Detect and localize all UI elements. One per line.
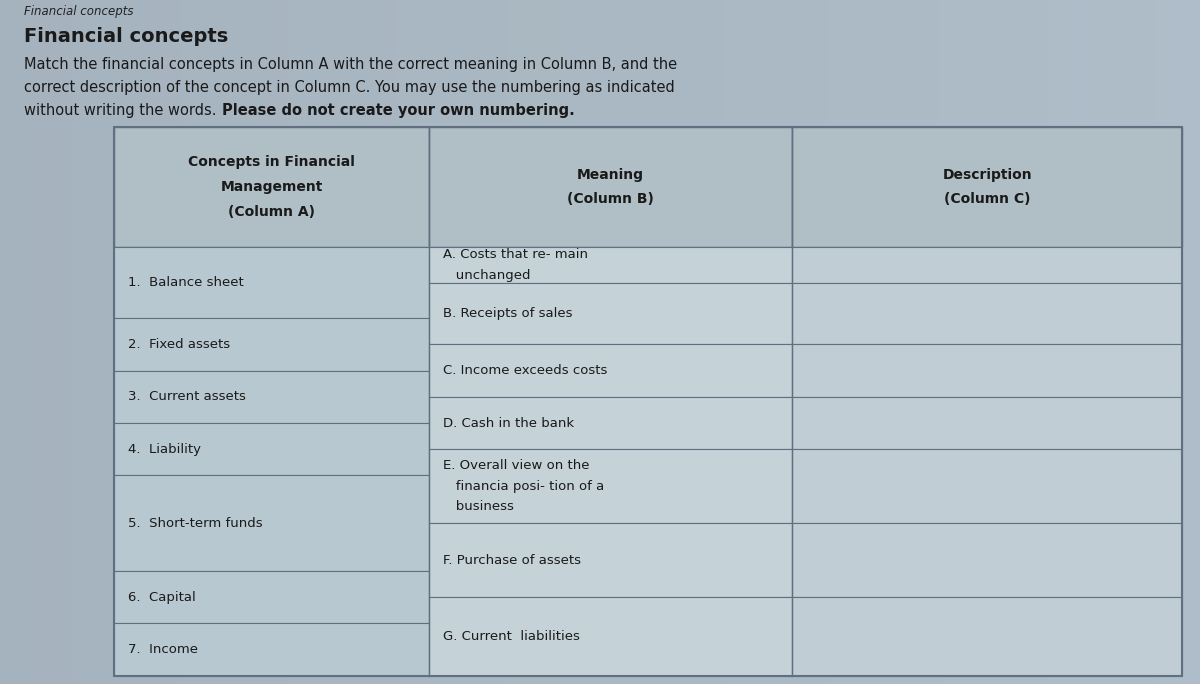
Text: C. Income exceeds costs: C. Income exceeds costs (444, 364, 608, 377)
Bar (792, 127, 1182, 248)
Bar (114, 318, 430, 371)
Text: without writing the words.: without writing the words. (24, 103, 221, 118)
Bar (430, 449, 792, 523)
Bar (430, 248, 792, 282)
Text: financia posi- tion of a: financia posi- tion of a (444, 479, 605, 492)
Bar (114, 371, 430, 423)
Bar (430, 282, 792, 345)
Text: business: business (444, 500, 515, 513)
Bar (792, 282, 1182, 345)
Bar (114, 127, 1182, 676)
Bar (430, 523, 792, 597)
Text: Please do not create your own numbering.: Please do not create your own numbering. (222, 103, 575, 118)
Text: E. Overall view on the: E. Overall view on the (444, 459, 590, 472)
Text: Description: Description (942, 168, 1032, 182)
Text: Meaning: Meaning (577, 168, 644, 182)
Text: A. Costs that re- main: A. Costs that re- main (444, 248, 588, 261)
Text: 1.  Balance sheet: 1. Balance sheet (128, 276, 244, 289)
Bar (114, 127, 430, 248)
Text: (Column B): (Column B) (568, 192, 654, 207)
Text: B. Receipts of sales: B. Receipts of sales (444, 307, 572, 320)
Bar (430, 345, 792, 397)
Text: Match the financial concepts in Column A with the correct meaning in Column B, a: Match the financial concepts in Column A… (24, 57, 677, 73)
Text: Management: Management (221, 180, 323, 194)
Text: correct description of the concept in Column C. You may use the numbering as ind: correct description of the concept in Co… (24, 80, 674, 95)
Text: Concepts in Financial: Concepts in Financial (188, 155, 355, 170)
Bar (114, 423, 430, 475)
Bar (114, 475, 430, 571)
Text: unchanged: unchanged (444, 269, 530, 282)
Text: 6.  Capital: 6. Capital (128, 591, 196, 604)
Text: F. Purchase of assets: F. Purchase of assets (444, 554, 582, 567)
Text: (Column A): (Column A) (228, 205, 316, 219)
Text: D. Cash in the bank: D. Cash in the bank (444, 417, 575, 430)
Bar (114, 623, 430, 676)
Bar (114, 248, 430, 318)
Bar (792, 345, 1182, 397)
Bar (114, 571, 430, 623)
Bar (792, 597, 1182, 676)
Bar (792, 248, 1182, 282)
Text: (Column C): (Column C) (944, 192, 1031, 207)
Text: 3.  Current assets: 3. Current assets (128, 391, 246, 404)
Bar (792, 397, 1182, 449)
Bar (792, 449, 1182, 523)
Text: 5.  Short-term funds: 5. Short-term funds (128, 516, 263, 529)
Bar (430, 597, 792, 676)
Text: Financial concepts: Financial concepts (24, 27, 228, 47)
Text: 7.  Income: 7. Income (128, 643, 198, 656)
Text: 2.  Fixed assets: 2. Fixed assets (128, 338, 230, 351)
Bar (430, 127, 792, 248)
Text: 4.  Liability: 4. Liability (128, 443, 202, 456)
Bar (792, 523, 1182, 597)
Bar (430, 397, 792, 449)
Text: Financial concepts: Financial concepts (24, 5, 133, 18)
Text: G. Current  liabilities: G. Current liabilities (444, 630, 581, 643)
